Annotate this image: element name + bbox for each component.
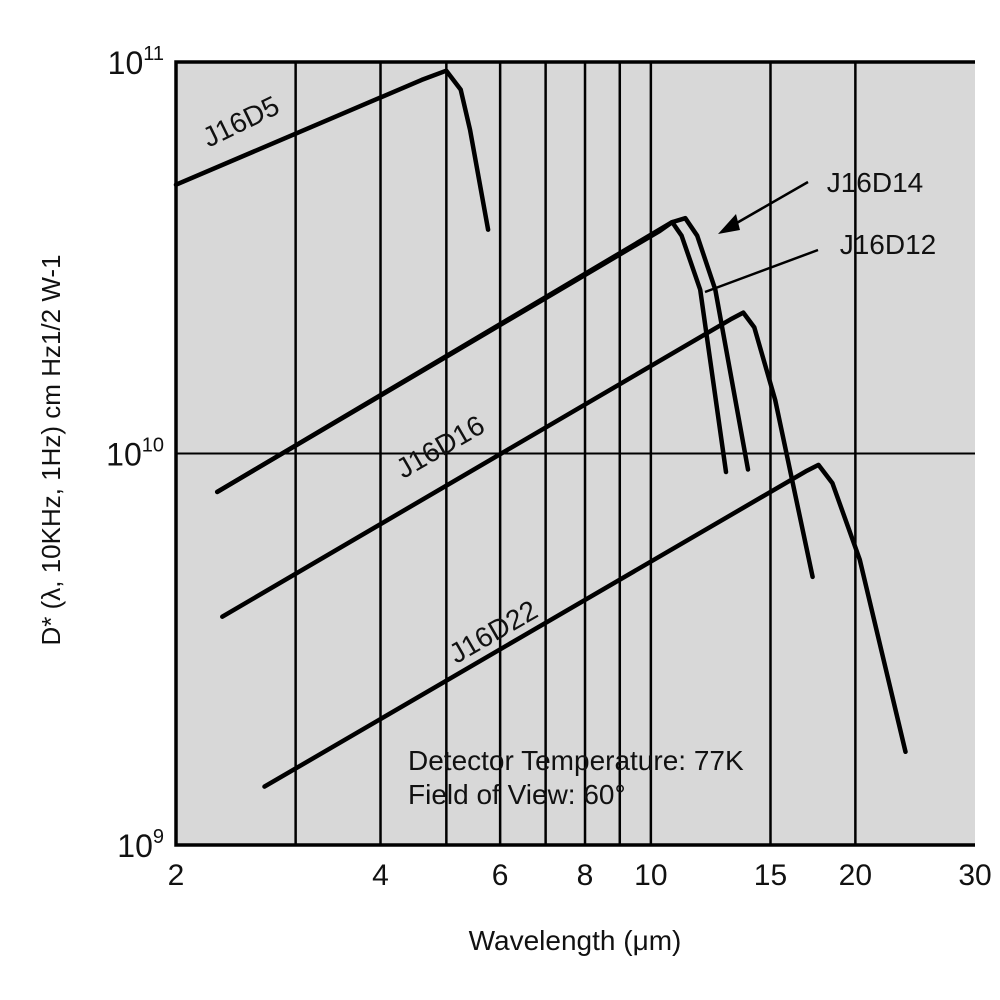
arrow-j16d12	[704, 248, 819, 294]
series-label-j16d12: J16D12	[840, 229, 937, 260]
arrowhead-j16d14	[718, 214, 740, 234]
annotation-text: Field of View: 60°	[408, 779, 626, 810]
series-line-j16d5	[173, 68, 491, 232]
x-tick-label: 30	[958, 859, 991, 892]
series-line-j16d22	[262, 462, 908, 789]
x-tick-label: 2	[168, 859, 185, 892]
y-tick-label: 1010	[106, 435, 164, 473]
plot-axes-frame	[174, 60, 975, 847]
annotation-text: Detector Temperature: 77K	[408, 745, 744, 776]
arrow-j16d14	[727, 180, 809, 230]
y-tick-label: 1011	[108, 43, 164, 81]
x-tick-label: 10	[634, 859, 667, 892]
y-tick-label: 109	[117, 826, 164, 864]
x-tick-label: 20	[839, 859, 872, 892]
y-axis-label: D* (λ, 10KHz, 1Hz) cm Hz1/2 W-1	[36, 254, 66, 645]
x-tick-label: 6	[492, 859, 509, 892]
x-axis-label: Wavelength (μm)	[469, 925, 682, 956]
x-tick-label: 4	[372, 859, 389, 892]
x-tick-label: 15	[754, 859, 787, 892]
series-line-j16d16	[220, 310, 815, 619]
series-line-j16d14	[214, 215, 751, 495]
series-label-j16d14: J16D14	[827, 167, 924, 198]
x-tick-label: 8	[577, 859, 594, 892]
